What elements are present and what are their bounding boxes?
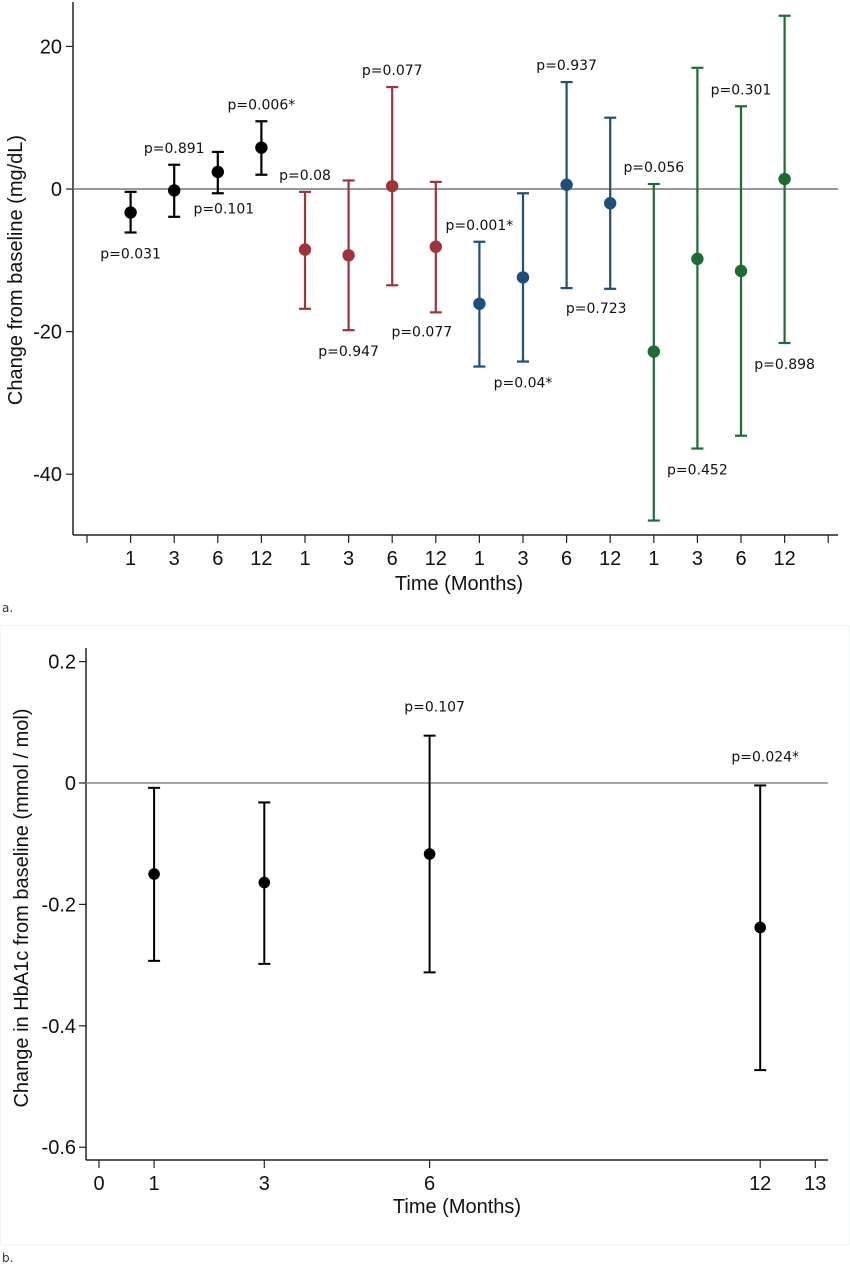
chart-a-point-group: p=0.04* — [494, 192, 553, 392]
chart-a-point-group: p=0.937 — [536, 58, 597, 290]
chart-a-point-group: p=0.301 — [711, 82, 772, 437]
chart-a-ytick-label: -40 — [33, 464, 62, 486]
chart-a-point — [604, 197, 617, 210]
chart-a-xtick-label: 1 — [125, 548, 136, 570]
chart-a-point — [734, 264, 748, 278]
chart-a-xtick-label: 6 — [387, 548, 398, 570]
chart-a-panel-label: a. — [2, 601, 13, 615]
chart-a-p-value-label: p=0.056 — [623, 160, 684, 176]
chart-a-point — [124, 206, 137, 219]
chart-b-panel-label: b. — [2, 1251, 13, 1264]
chart-a-p-value-label: p=0.006* — [228, 97, 296, 113]
chart-a-xtick-label: 3 — [692, 548, 703, 570]
chart-a: 20 0 -20 -40 1 3 6 12 1 3 6 12 1 3 6 12 1 3 6 12 p=0.031 p=0… — [2, 2, 838, 615]
chart-a-point-group: p=0.947 — [318, 179, 379, 360]
chart-a-xtick-label: 6 — [212, 548, 223, 570]
chart-a-point-group: p=0.891 — [144, 141, 205, 218]
chart-a-xtick-label: 3 — [517, 548, 528, 570]
chart-a-xtick-label: 12 — [599, 548, 621, 570]
chart-a-point-group: p=0.101 — [193, 150, 254, 217]
chart-a-p-value-label: p=0.723 — [566, 301, 627, 317]
chart-a-point — [168, 184, 181, 197]
chart-a-point — [778, 172, 791, 186]
chart-a-p-value-label: p=0.031 — [100, 246, 161, 262]
chart-a-p-value-label: p=0.301 — [711, 82, 772, 98]
chart-a-point — [560, 178, 573, 191]
chart-a-xtick-label: 12 — [250, 548, 272, 570]
chart-a-point — [342, 249, 355, 262]
chart-a-point-group: p=0.08 — [279, 168, 331, 310]
panel-b-frame — [0, 625, 850, 1245]
chart-a-point-group: p=0.723 — [566, 116, 627, 317]
chart-a-p-value-label: p=0.04* — [494, 376, 553, 392]
chart-a-xtick-label: 12 — [425, 548, 447, 570]
chart-a-xtick-label: 1 — [648, 548, 659, 570]
chart-a-ytick-label: 0 — [51, 179, 62, 201]
chart-a-p-value-label: p=0.077 — [362, 63, 423, 79]
chart-a-xlabel: Time (Months) — [395, 573, 523, 595]
chart-a-p-value-label: p=0.101 — [193, 201, 254, 217]
chart-a-point-group: p=0.898 — [754, 14, 815, 373]
chart-a-point — [298, 243, 312, 256]
chart-a-point — [386, 179, 399, 193]
chart-a-point — [647, 345, 660, 358]
chart-a-ytick-label: -20 — [33, 322, 62, 344]
chart-a-p-value-label: p=0.001* — [446, 218, 514, 234]
chart-a-point — [429, 240, 442, 253]
chart-a-point-group: p=0.001* — [446, 218, 514, 368]
chart-a-p-value-label: p=0.08 — [279, 168, 331, 184]
chart-a-p-value-label: p=0.077 — [391, 324, 452, 340]
chart-a-point-group: p=0.031 — [100, 190, 161, 262]
chart-a-point — [516, 271, 530, 284]
chart-a-point — [211, 165, 224, 179]
chart-a-xtick-label: 6 — [735, 548, 746, 570]
chart-a-point-group: p=0.077 — [362, 63, 423, 287]
chart-a-ylabel: Change from baseline (mg/dL) — [5, 135, 27, 405]
chart-a-point — [255, 141, 268, 154]
chart-a-p-value-label: p=0.947 — [318, 344, 379, 360]
chart-a-xtick-label: 3 — [343, 548, 354, 570]
chart-a-p-value-label: p=0.937 — [536, 58, 597, 74]
chart-a-point-group: p=0.056 — [623, 160, 684, 522]
chart-a-xtick-label: 12 — [773, 548, 795, 570]
chart-a-point-group: p=0.006* — [228, 97, 296, 176]
chart-a-p-value-label: p=0.452 — [667, 463, 728, 479]
chart-a-point — [473, 297, 486, 310]
chart-a-p-value-label: p=0.898 — [754, 357, 815, 373]
chart-a-xtick-label: 1 — [299, 548, 310, 570]
chart-a-xtick-label: 3 — [169, 548, 180, 570]
chart-a-point-group: p=0.077 — [391, 180, 452, 340]
chart-a-xtick-label: 6 — [561, 548, 572, 570]
chart-a-p-value-label: p=0.891 — [144, 141, 205, 157]
chart-a-point — [691, 252, 704, 266]
chart-a-xtick-label: 1 — [474, 548, 485, 570]
chart-a-point-group: p=0.452 — [667, 66, 728, 479]
chart-a-ytick-label: 20 — [40, 36, 62, 58]
